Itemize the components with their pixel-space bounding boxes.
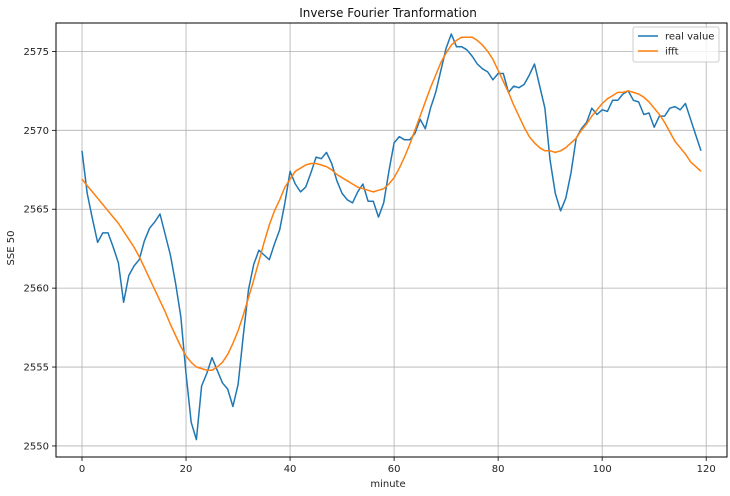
x-tick-label: 40 xyxy=(284,464,297,475)
legend-label-ifft: ifft xyxy=(665,47,679,58)
y-axis-ticks: 2550 2555 2560 2565 2570 2575 xyxy=(24,47,56,452)
series-layer xyxy=(81,33,702,441)
x-tick-label: 120 xyxy=(697,464,716,475)
y-tick-label: 2555 xyxy=(24,363,49,374)
y-tick-label: 2565 xyxy=(24,205,49,216)
legend: real value ifft xyxy=(632,26,720,63)
legend-label-real-value: real value xyxy=(665,32,714,43)
y-tick-label: 2560 xyxy=(24,284,49,295)
chart-title: Inverse Fourier Tranformation xyxy=(299,6,477,20)
x-tick-label: 0 xyxy=(79,464,85,475)
x-tick-label: 60 xyxy=(388,464,401,475)
grid-lines xyxy=(56,23,727,457)
series-line-real-value xyxy=(81,33,702,441)
x-axis-ticks: 0 20 40 60 80 100 120 xyxy=(79,457,716,475)
y-tick-label: 2575 xyxy=(24,47,49,58)
y-tick-label: 2550 xyxy=(24,441,49,452)
x-axis-label: minute xyxy=(370,479,405,490)
y-axis-label: SSE 50 xyxy=(6,231,17,266)
x-tick-label: 80 xyxy=(492,464,505,475)
y-tick-label: 2570 xyxy=(24,126,49,137)
x-tick-label: 20 xyxy=(180,464,193,475)
x-tick-label: 100 xyxy=(593,464,612,475)
plot-frame xyxy=(55,22,728,458)
series-line-ifft xyxy=(81,36,702,371)
